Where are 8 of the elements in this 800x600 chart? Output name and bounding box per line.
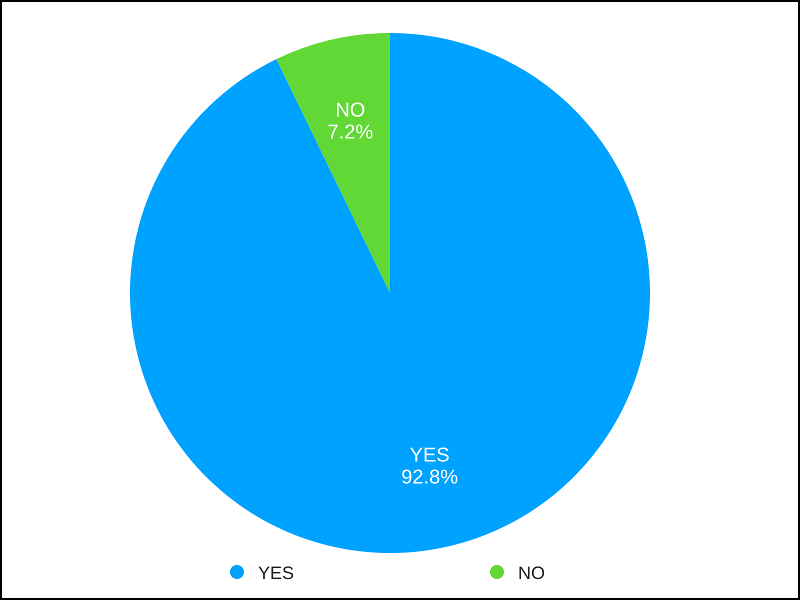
- data-label: 7.2%: [328, 122, 374, 144]
- legend-label: NO: [518, 563, 545, 583]
- pie-slice: [130, 33, 650, 553]
- legend-label: YES: [258, 563, 294, 583]
- slice-label: YES: [410, 444, 450, 466]
- data-label: 92.8%: [401, 466, 458, 488]
- pie-slice: [276, 33, 390, 293]
- slice-label: NO: [335, 100, 366, 122]
